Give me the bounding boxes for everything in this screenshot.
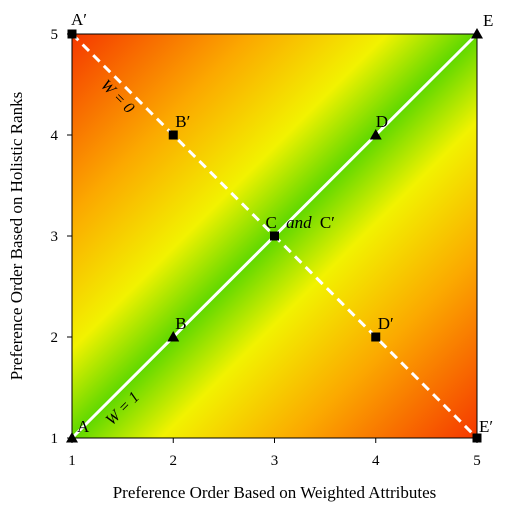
point-label: B bbox=[175, 314, 186, 333]
triangle-marker bbox=[471, 28, 483, 39]
point-label: D′ bbox=[378, 314, 394, 333]
center-label: C and C′ bbox=[266, 213, 335, 232]
triangle-marker bbox=[167, 331, 180, 342]
y-tick-label: 3 bbox=[51, 229, 59, 245]
square-marker bbox=[371, 332, 381, 342]
center-label-pre: C bbox=[266, 213, 277, 232]
y-axis-title: Preference Order Based on Holistic Ranks bbox=[7, 92, 26, 380]
triangle-marker bbox=[66, 432, 78, 443]
x-tick-label: 2 bbox=[170, 453, 178, 469]
x-tick-label: 3 bbox=[271, 453, 279, 469]
point-label: E bbox=[483, 11, 493, 30]
y-tick-label: 1 bbox=[51, 431, 59, 447]
center-point-label: C and C′ bbox=[266, 213, 335, 232]
x-tick-label: 4 bbox=[372, 453, 380, 469]
point-label: A′ bbox=[71, 10, 87, 29]
square-marker bbox=[168, 130, 178, 140]
x-tick-label: 1 bbox=[68, 453, 76, 469]
y-axis-ticks: 1 2 3 4 5 bbox=[51, 27, 72, 447]
triangle-marker bbox=[369, 129, 382, 140]
point-label: A bbox=[77, 417, 90, 436]
square-marker bbox=[270, 231, 279, 241]
point-label: D bbox=[376, 112, 388, 131]
x-axis-title: Preference Order Based on Weighted Attri… bbox=[113, 483, 437, 502]
point-label: E′ bbox=[479, 417, 493, 436]
y-tick-label: 4 bbox=[51, 128, 59, 144]
center-label-post: C′ bbox=[320, 213, 335, 232]
point-label: B′ bbox=[175, 112, 190, 131]
x-tick-label: 5 bbox=[473, 453, 481, 469]
x-axis-ticks: 1 2 3 4 5 bbox=[68, 438, 481, 469]
point-labels: A B D E A′ B′ D′ E′ bbox=[71, 10, 493, 436]
center-label-mid: and bbox=[286, 213, 312, 232]
y-tick-label: 2 bbox=[51, 330, 59, 346]
y-tick-label: 5 bbox=[51, 27, 59, 43]
